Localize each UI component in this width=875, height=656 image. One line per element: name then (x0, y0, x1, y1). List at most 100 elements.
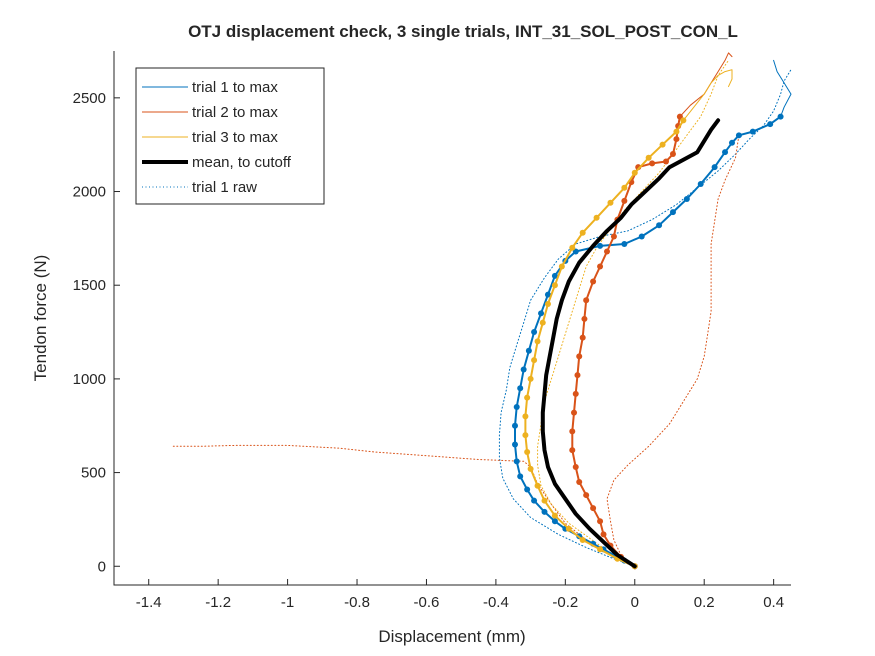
series-point-4 (527, 375, 534, 382)
series-point-2 (579, 334, 586, 341)
series-point-0 (728, 139, 735, 146)
series-point-0 (621, 240, 628, 247)
series-point-4 (534, 482, 541, 489)
x-tick-label: -0.4 (483, 594, 509, 611)
series-point-2 (569, 447, 576, 454)
series-point-4 (569, 244, 576, 251)
series-point-0 (767, 121, 774, 128)
series-point-2 (597, 518, 604, 525)
series-point-0 (541, 508, 548, 515)
legend-box (135, 67, 325, 205)
legend-label-trial-3: trial 3 to max (192, 129, 278, 146)
series-point-2 (600, 531, 607, 538)
series-point-4 (551, 282, 558, 289)
series-point-0 (538, 310, 545, 317)
series-point-4 (544, 300, 551, 307)
series-point-2 (673, 136, 680, 143)
series-point-4 (565, 525, 572, 532)
x-tick-label: -0.8 (344, 594, 370, 611)
series-point-0 (531, 497, 538, 504)
series-point-2 (603, 248, 610, 255)
y-axis-label: Tendon force (N) (31, 255, 50, 382)
series-line-5 (682, 69, 733, 121)
series-point-2 (590, 278, 597, 285)
x-tick-label: -0.2 (552, 594, 578, 611)
series-point-4 (534, 338, 541, 345)
x-tick-label: 0.4 (763, 594, 784, 611)
series-point-0 (517, 473, 524, 480)
series-point-2 (597, 263, 604, 270)
series-point-4 (579, 537, 586, 544)
series-line-4 (524, 119, 685, 568)
legend-label-trial-2: trial 2 to max (192, 104, 278, 121)
y-tick-label: 0 (98, 558, 106, 575)
series-point-4 (673, 128, 680, 135)
series-point-4 (551, 512, 558, 519)
chart-title: OTJ displacement check, 3 single trials,… (188, 22, 738, 41)
series-point-0 (551, 272, 558, 279)
series-line-8 (172, 444, 636, 567)
series-point-4 (597, 546, 604, 553)
series-point-0 (511, 422, 518, 429)
x-tick-label: 0.2 (694, 594, 715, 611)
series-point-0 (520, 366, 527, 373)
x-tick-label: -1 (281, 594, 294, 611)
series-point-4 (527, 465, 534, 472)
series-point-4 (659, 141, 666, 148)
series-point-0 (517, 385, 524, 392)
series-point-0 (524, 486, 531, 493)
series-point-2 (583, 492, 590, 499)
x-ticks: -1.4 -1.2 -1 -0.8 -0.6 -0.4 -0.2 0 0.2 0.4 (136, 579, 784, 611)
series-point-0 (551, 518, 558, 525)
x-tick-label: -0.6 (414, 594, 440, 611)
series-point-4 (541, 497, 548, 504)
series-point-0 (777, 113, 784, 120)
series-point-2 (574, 372, 581, 379)
series-point-4 (680, 117, 687, 124)
series-line-9 (606, 134, 740, 567)
y-tick-label: 1000 (73, 371, 106, 388)
series-point-2 (571, 409, 578, 416)
series-point-0 (749, 128, 756, 135)
series-point-4 (539, 319, 546, 326)
series-point-2 (669, 151, 676, 158)
series-point-0 (683, 196, 690, 203)
legend: trial 1 to max trial 2 to max trial 3 to… (135, 67, 325, 205)
series-point-0 (711, 164, 718, 171)
series-point-4 (522, 413, 529, 420)
series-point-0 (513, 458, 520, 465)
series-line-3 (679, 52, 733, 118)
x-tick-label: 0 (631, 594, 639, 611)
series-point-2 (583, 297, 590, 304)
series-line-6 (540, 118, 721, 569)
series-line-10 (537, 59, 729, 567)
series-point-4 (607, 199, 614, 206)
series-point-2 (649, 160, 656, 167)
series-line-7 (498, 69, 792, 567)
series-point-0 (544, 291, 551, 298)
series-point-4 (631, 169, 638, 176)
series-point-0 (513, 404, 520, 410)
series-point-0 (511, 441, 518, 448)
series-point-0 (525, 347, 532, 354)
series-point-2 (581, 315, 588, 322)
series-point-2 (572, 390, 579, 397)
series-point-2 (610, 233, 617, 240)
series-point-0 (735, 132, 742, 139)
series-point-2 (572, 463, 579, 470)
series-point-2 (663, 158, 670, 165)
series-point-4 (579, 229, 586, 236)
series-point-4 (531, 357, 538, 364)
series-point-0 (722, 149, 729, 156)
legend-label-mean: mean, to cutoff (192, 154, 292, 171)
series-point-0 (669, 209, 676, 216)
x-tick-label: -1.4 (136, 594, 162, 611)
y-ticks: 0 500 1000 1500 2000 2500 (73, 90, 120, 575)
series-point-4 (522, 432, 529, 439)
series-point-2 (576, 478, 583, 485)
series-point-4 (593, 214, 600, 221)
series-point-2 (590, 505, 597, 512)
y-tick-label: 1500 (73, 277, 106, 294)
series-point-2 (569, 428, 576, 435)
